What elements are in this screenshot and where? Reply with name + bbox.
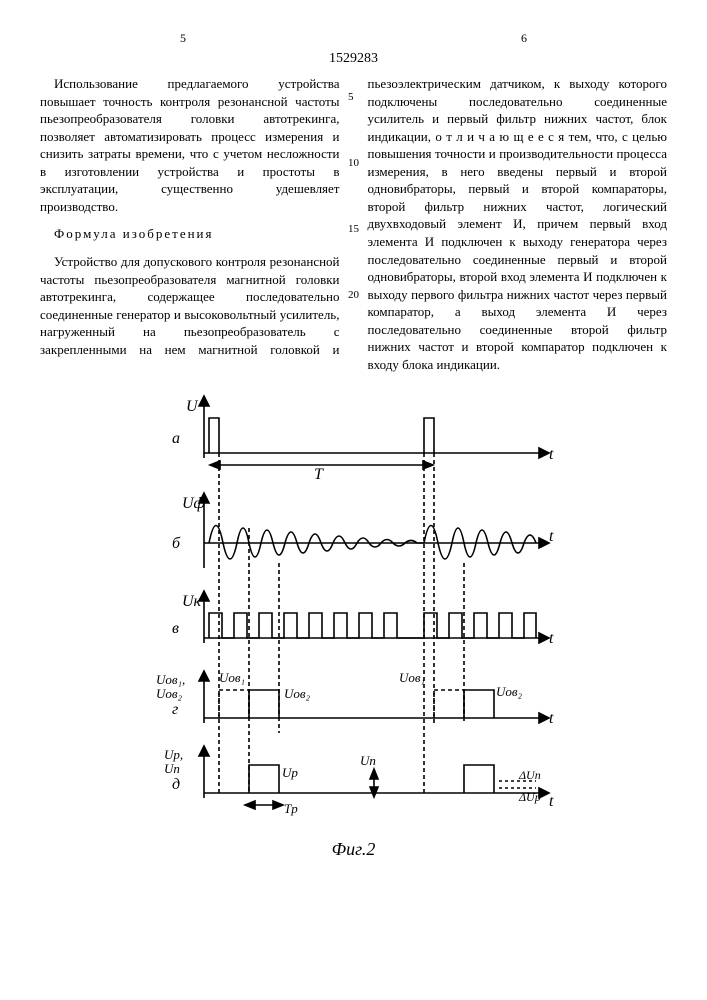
svg-text:Uр: Uр [282,765,298,780]
svg-text:Uов₂: Uов₂ [496,684,523,699]
svg-text:U: U [186,398,199,415]
svg-text:t: t [549,793,554,810]
timing-diagram: U t а T Uф t б [124,393,584,833]
figure-caption: Фиг.2 [40,837,667,861]
svg-text:Uов₁: Uов₁ [399,670,425,685]
svg-text:T: T [314,466,324,483]
svg-text:Uф: Uф [182,495,205,512]
svg-text:Uов₂: Uов₂ [284,686,311,701]
svg-text:Uр,: Uр, [164,747,183,762]
paragraph-1: Использование предлагаемого устройства п… [40,75,340,215]
right-page-number: 6 [521,30,527,46]
left-page-number: 5 [180,30,186,46]
svg-text:Uк: Uк [182,593,202,610]
svg-text:t: t [549,630,554,647]
svg-text:д: д [172,776,180,793]
svg-text:Uов₂: Uов₂ [156,686,183,701]
svg-text:Uов₁,: Uов₁, [156,672,185,687]
line-number-gutter: 5 10 15 20 [348,90,359,302]
svg-text:б: б [172,535,181,552]
svg-text:Uп: Uп [360,753,376,768]
svg-text:t: t [549,446,554,463]
svg-text:Uп: Uп [164,761,180,776]
svg-text:Uов₁: Uов₁ [219,670,245,685]
svg-text:Tp: Tp [284,801,298,816]
formula-title: Формула изобретения [40,225,340,243]
svg-text:t: t [549,528,554,545]
svg-text:г: г [172,701,178,718]
svg-text:а: а [172,430,180,447]
svg-text:t: t [549,710,554,727]
svg-text:ΔUп: ΔUп [518,768,541,782]
svg-text:ΔUр: ΔUр [518,790,541,804]
patent-number: 1529283 [40,50,667,69]
svg-text:в: в [172,620,179,637]
